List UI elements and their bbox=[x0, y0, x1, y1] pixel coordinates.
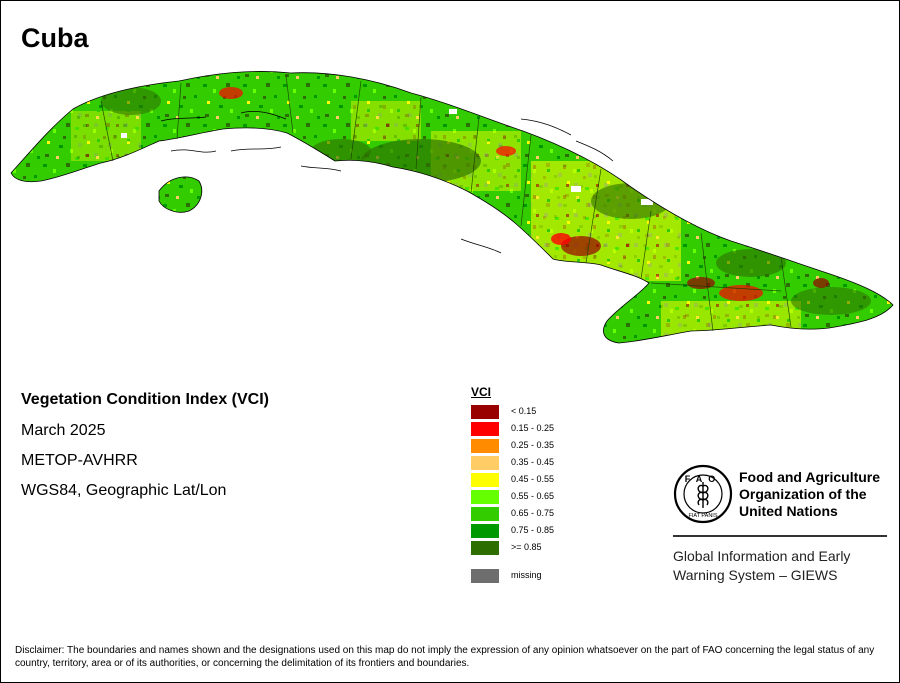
org-name-line: Food and Agriculture bbox=[739, 469, 881, 485]
org-name-line: United Nations bbox=[739, 503, 838, 519]
projection: WGS84, Geographic Lat/Lon bbox=[21, 482, 227, 499]
legend-swatch bbox=[471, 507, 499, 521]
vci-map bbox=[10, 71, 894, 344]
legend-label: missing bbox=[511, 570, 542, 580]
legend-label: 0.35 - 0.45 bbox=[511, 457, 555, 467]
legend-swatch bbox=[471, 456, 499, 470]
legend-label: 0.45 - 0.55 bbox=[511, 474, 555, 484]
legend-swatch bbox=[471, 473, 499, 487]
fao-logo-icon: FAO FIAT PANIS bbox=[673, 464, 733, 524]
program-line: Global Information and Early bbox=[673, 548, 851, 564]
legend-label: 0.75 - 0.85 bbox=[511, 525, 555, 535]
legend-swatch bbox=[471, 422, 499, 436]
legend-label: 0.65 - 0.75 bbox=[511, 508, 555, 518]
organization-name: Food and Agriculture Organization of the… bbox=[739, 469, 880, 520]
country-title: Cuba bbox=[21, 23, 89, 53]
legend-swatch bbox=[471, 541, 499, 555]
disclaimer: Disclaimer: The boundaries and names sho… bbox=[15, 645, 875, 669]
legend-swatch bbox=[471, 569, 499, 583]
legend-label: 0.25 - 0.35 bbox=[511, 440, 555, 450]
legend-label: 0.55 - 0.65 bbox=[511, 491, 555, 501]
index-name: Vegetation Condition Index (VCI) bbox=[21, 391, 269, 408]
legend-label: < 0.15 bbox=[511, 406, 537, 416]
legend-swatch bbox=[471, 405, 499, 419]
period: March 2025 bbox=[21, 422, 106, 439]
legend-label: 0.15 - 0.25 bbox=[511, 423, 555, 433]
legend-title: VCI bbox=[471, 385, 492, 399]
logo-motto: FIAT PANIS bbox=[688, 513, 717, 519]
sensor: METOP-AVHRR bbox=[21, 452, 138, 469]
logo-letters: FAO bbox=[685, 474, 722, 484]
program-name: Global Information and Early Warning Sys… bbox=[673, 547, 850, 585]
legend-swatch bbox=[471, 524, 499, 538]
org-name-line: Organization of the bbox=[739, 486, 867, 502]
legend-label: >= 0.85 bbox=[511, 542, 542, 552]
legend-swatch bbox=[471, 490, 499, 504]
divider bbox=[673, 535, 887, 537]
legend-swatch bbox=[471, 439, 499, 453]
program-line: Warning System – GIEWS bbox=[673, 567, 838, 583]
